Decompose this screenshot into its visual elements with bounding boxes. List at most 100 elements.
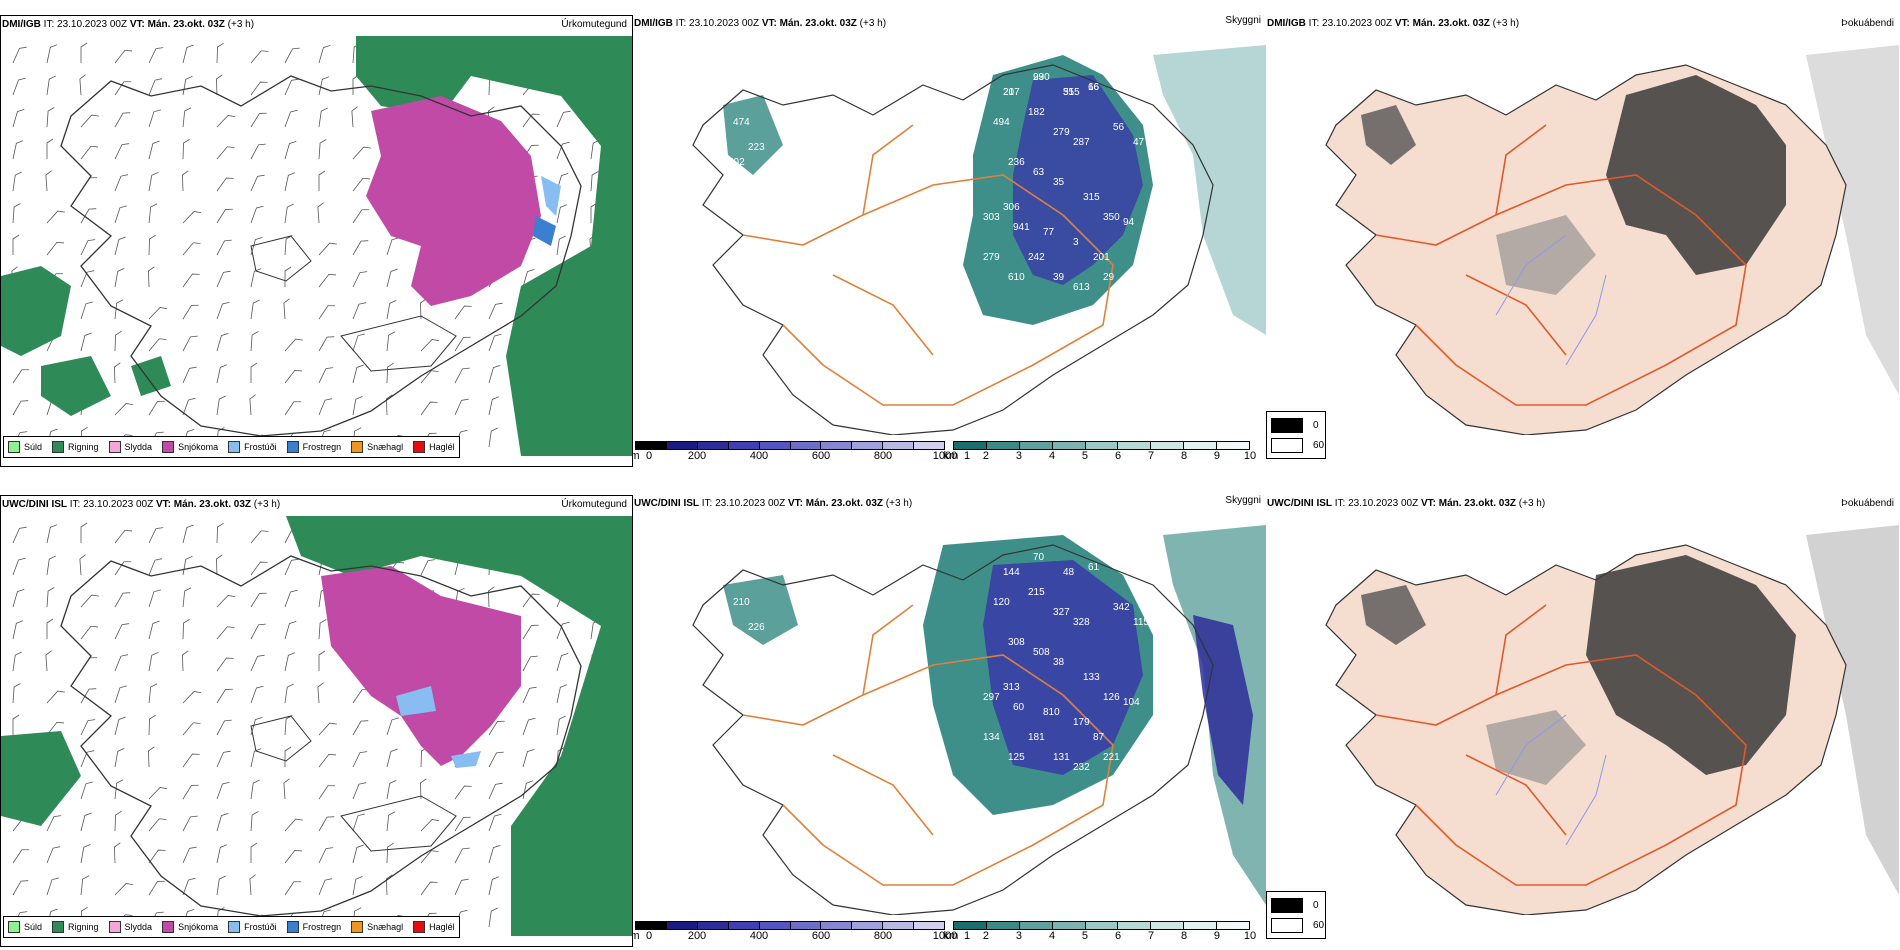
colorbar-segment — [1052, 442, 1086, 449]
wind-barb — [114, 842, 121, 864]
wind-barb — [12, 369, 30, 384]
wind-barb — [250, 299, 260, 320]
colorbar-unit: m — [633, 930, 640, 942]
fog-dense-area — [1361, 105, 1416, 165]
wind-barb — [80, 688, 97, 704]
wind-barb — [114, 883, 134, 896]
fog-panel-top: DMI/IGB IT: 23.10.2023 00Z VT: Mán. 23.o… — [1266, 15, 1899, 467]
wind-barb — [79, 554, 86, 576]
wind-barb — [386, 237, 399, 256]
wind-barb — [352, 813, 365, 832]
wind-barb — [182, 273, 200, 288]
colorbar-segment — [954, 442, 987, 449]
wind-barb — [80, 875, 90, 896]
wind-barb — [488, 751, 504, 768]
wind-barb — [522, 686, 537, 704]
wind-barb — [556, 235, 566, 256]
wind-barb — [318, 45, 331, 64]
colorbar-tick: 10 — [1243, 450, 1257, 462]
wind-barb — [318, 367, 334, 384]
wind-barb — [182, 211, 202, 224]
wind-barb — [352, 302, 367, 320]
wind-barb — [318, 139, 327, 160]
wind-barb — [488, 365, 501, 384]
wind-barb — [284, 141, 297, 160]
cloud-base-label: 350 — [1103, 212, 1120, 223]
model-name: UWC/DINI ISL — [1267, 498, 1332, 509]
wind-barb — [114, 330, 122, 352]
valid-time: VT: Mán. 23.okt. 03Z — [761, 18, 857, 29]
init-time: IT: 23.10.2023 00Z — [1334, 498, 1419, 509]
wind-barb — [216, 146, 235, 160]
wind-barb — [318, 336, 335, 352]
cloud-base-label: 287 — [1073, 137, 1090, 148]
wind-barb — [114, 716, 126, 736]
wind-barb — [522, 269, 535, 288]
legend-label: Frostregn — [302, 922, 342, 932]
legend-label: Snjókoma — [178, 442, 219, 452]
fog-legend-label: 0 — [1313, 900, 1319, 911]
colorbar-segment — [1151, 922, 1185, 929]
wind-barb — [318, 305, 336, 320]
panel-header: UWC/DINI ISL IT: 23.10.2023 00Z VT: Mán.… — [634, 495, 1263, 514]
init-time: IT: 23.10.2023 00Z — [1308, 18, 1393, 29]
wind-barb — [284, 266, 292, 287]
wind-barb — [114, 654, 129, 672]
wind-barb — [148, 558, 163, 576]
legend-swatch — [413, 921, 426, 933]
colorbar-tick: 600 — [811, 930, 831, 942]
wind-barb — [250, 779, 260, 800]
cloud-base-label: 230 — [1033, 72, 1050, 83]
cloud-base-label: 70 — [1033, 552, 1045, 563]
colorbar-tick: 8 — [1180, 450, 1188, 462]
wind-barb — [318, 753, 337, 768]
wind-barb — [80, 657, 98, 672]
wind-barb — [488, 333, 502, 352]
wind-barb — [216, 781, 230, 800]
colorbar-segment — [852, 442, 884, 449]
wind-barb — [79, 74, 86, 96]
wind-barb — [46, 210, 65, 224]
wind-barb — [114, 779, 124, 800]
legend-label: Rigning — [68, 922, 99, 932]
wind-barb — [386, 842, 394, 864]
cloud-base-label: 16 — [1088, 82, 1100, 93]
fog-legend-row: 0 — [1271, 898, 1319, 913]
wind-barb — [488, 907, 498, 928]
wind-barb — [284, 589, 298, 608]
fog-legend-row: 0 — [1271, 418, 1319, 433]
wind-barb — [148, 746, 155, 768]
wind-barb — [488, 427, 498, 448]
colorbar-segment — [1184, 922, 1218, 929]
wind-barb — [148, 234, 156, 256]
wind-barb — [216, 595, 236, 608]
colorbar-segment — [759, 442, 791, 449]
colorbar-tick: 9 — [1213, 450, 1221, 462]
road-network — [742, 124, 1114, 406]
colorbar-segment — [1217, 922, 1250, 929]
cloud-base-label: 40 — [728, 637, 740, 648]
wind-barb — [386, 811, 396, 832]
wind-barb — [148, 818, 167, 832]
colorbar-tick: 2 — [982, 930, 990, 942]
road-network — [1375, 124, 1747, 406]
cloud-base-label: 215 — [1028, 587, 1045, 598]
lead-time: (+3 h) — [1518, 498, 1546, 509]
cloud-base-label: 134 — [983, 732, 1000, 743]
cloud-base-label: 342 — [1113, 602, 1130, 613]
wind-barb — [420, 850, 439, 864]
colorbar-tick: 1000 — [932, 930, 958, 942]
wind-barb — [386, 299, 397, 320]
colorbar-segment — [1118, 442, 1152, 449]
wind-barb — [556, 621, 570, 640]
legend-swatch — [108, 441, 121, 453]
wind-barb — [420, 370, 439, 384]
cloud-base-label: 328 — [1073, 617, 1090, 628]
wind-barb — [250, 205, 264, 224]
wind-barb — [12, 620, 24, 640]
wind-barb — [114, 529, 133, 544]
wind-barb — [80, 750, 95, 768]
wind-barb — [420, 881, 438, 896]
wind-barb — [114, 810, 122, 832]
